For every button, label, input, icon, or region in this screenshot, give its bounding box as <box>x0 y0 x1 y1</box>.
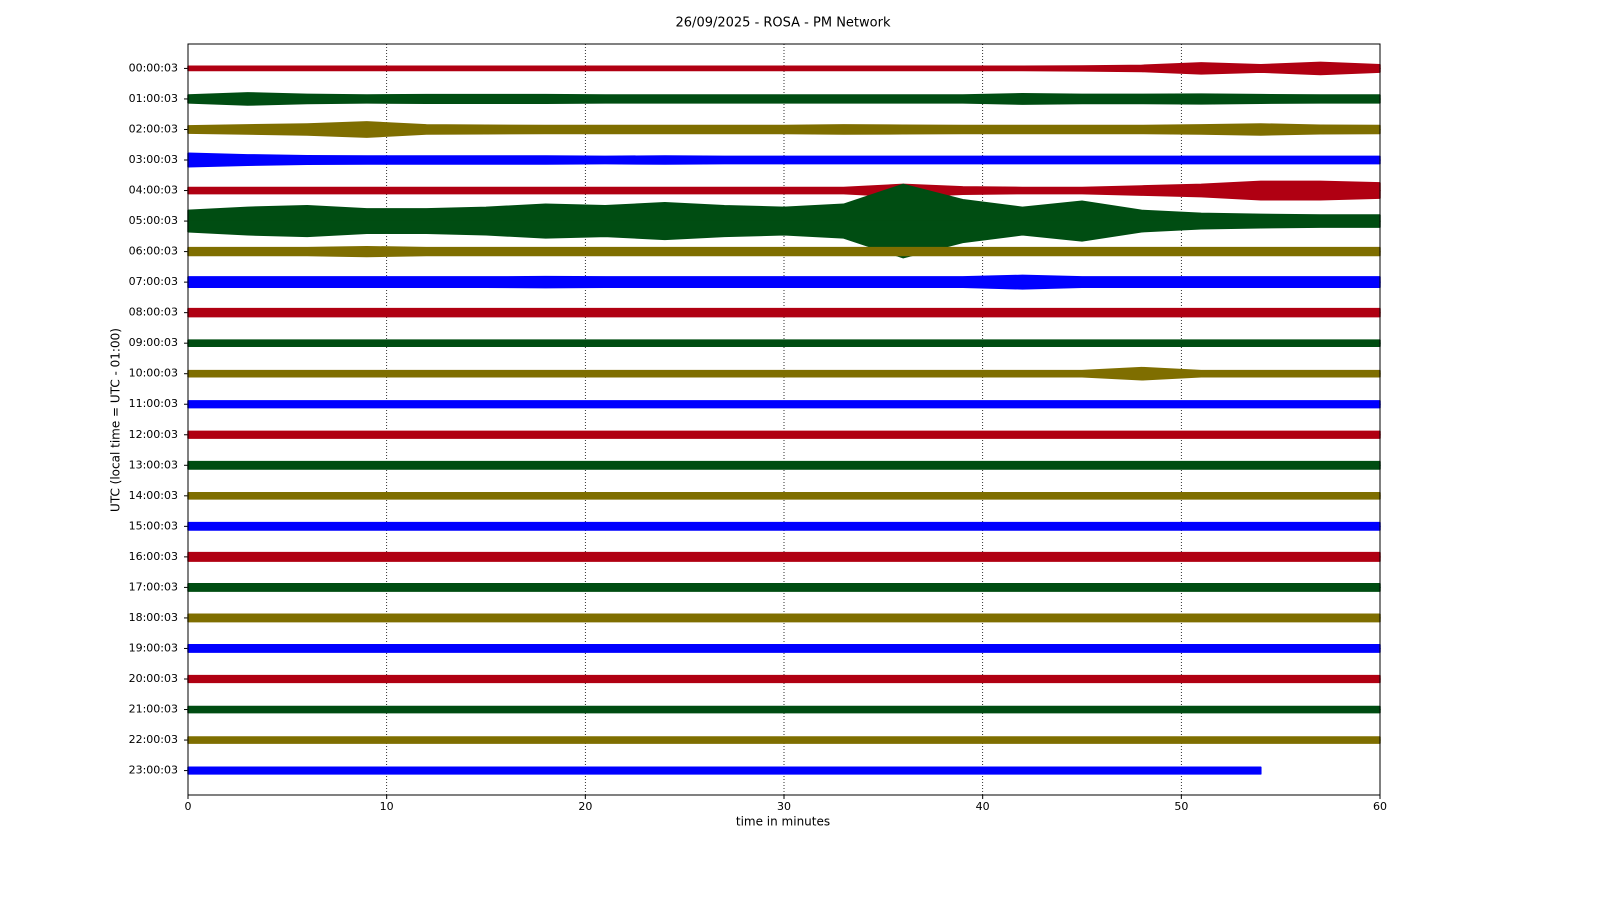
y-tick-label: 20:00:03 <box>129 672 178 685</box>
y-tick-label: 16:00:03 <box>129 550 178 563</box>
x-tick-label: 20 <box>578 800 592 813</box>
trace-upper <box>187 766 1262 772</box>
trace-lower <box>187 708 1381 714</box>
trace-lower <box>187 281 1381 290</box>
trace-lower <box>187 342 1381 347</box>
chart-title: 26/09/2025 - ROSA - PM Network <box>676 16 891 31</box>
trace-upper <box>187 307 1381 314</box>
trace-upper <box>187 736 1381 741</box>
y-tick-label: 22:00:03 <box>129 733 178 746</box>
trace-lower <box>187 586 1381 592</box>
trace-lower <box>187 678 1381 684</box>
trace-upper <box>187 180 1381 192</box>
trace-lower <box>187 67 1381 76</box>
trace-upper <box>187 460 1381 467</box>
trace-lower <box>187 311 1381 318</box>
trace-lower <box>187 403 1381 409</box>
trace-upper <box>187 339 1381 344</box>
trace-upper <box>187 366 1381 375</box>
trace-upper <box>187 613 1381 619</box>
trace-upper <box>187 92 1381 100</box>
y-tick-label: 07:00:03 <box>129 275 178 288</box>
y-tick-label: 00:00:03 <box>129 61 178 74</box>
trace-upper <box>187 644 1381 650</box>
trace-lower <box>187 495 1381 500</box>
trace-lower <box>187 769 1262 775</box>
trace-upper <box>187 400 1381 405</box>
y-tick-label: 05:00:03 <box>129 214 178 227</box>
y-tick-label: 04:00:03 <box>129 184 178 197</box>
y-tick-label: 01:00:03 <box>129 92 178 105</box>
y-tick-label: 13:00:03 <box>129 458 178 471</box>
trace-upper <box>187 61 1381 70</box>
plot-frame <box>187 43 1381 796</box>
x-tick-label: 10 <box>380 800 394 813</box>
trace-lower <box>187 372 1381 381</box>
trace-lower <box>187 556 1381 562</box>
trace-lower <box>187 739 1381 744</box>
trace-lower <box>187 464 1381 470</box>
trace-lower <box>187 525 1381 531</box>
y-tick-label: 09:00:03 <box>129 336 178 349</box>
y-tick-label: 08:00:03 <box>129 306 178 319</box>
trace-lower <box>187 617 1381 623</box>
trace-lower <box>187 250 1381 258</box>
trace-upper <box>187 705 1381 711</box>
y-tick-label: 21:00:03 <box>129 703 178 716</box>
y-axis-label: UTC (local time = UTC - 01:00) <box>109 328 123 512</box>
y-tick-label: 12:00:03 <box>129 428 178 441</box>
trace-lower <box>187 159 1381 168</box>
trace-lower <box>187 220 1381 259</box>
trace-lower <box>187 647 1381 653</box>
y-tick-label: 19:00:03 <box>129 641 178 654</box>
y-tick-label: 03:00:03 <box>129 153 178 166</box>
y-tick-label: 11:00:03 <box>129 397 178 410</box>
x-tick-label: 30 <box>777 800 791 813</box>
trace-lower <box>187 98 1381 106</box>
trace-upper <box>187 582 1381 589</box>
y-tick-label: 02:00:03 <box>129 122 178 135</box>
trace-upper <box>187 492 1381 497</box>
y-tick-label: 10:00:03 <box>129 367 178 380</box>
x-tick-label: 0 <box>185 800 192 813</box>
y-tick-label: 23:00:03 <box>129 764 178 777</box>
trace-lower <box>187 189 1381 201</box>
y-tick-label: 06:00:03 <box>129 245 178 258</box>
x-tick-label: 60 <box>1373 800 1387 813</box>
trace-upper <box>187 551 1381 558</box>
trace-upper <box>187 430 1381 436</box>
trace-upper <box>187 183 1381 222</box>
y-tick-label: 15:00:03 <box>129 519 178 532</box>
y-tick-label: 14:00:03 <box>129 489 178 502</box>
trace-lower <box>187 434 1381 439</box>
y-tick-label: 17:00:03 <box>129 580 178 593</box>
trace-upper <box>187 674 1381 680</box>
y-tick-label: 18:00:03 <box>129 611 178 624</box>
trace-upper <box>187 245 1381 253</box>
x-axis-label: time in minutes <box>736 815 830 829</box>
trace-upper <box>187 521 1381 528</box>
trace-lower <box>187 128 1381 138</box>
trace-upper <box>187 152 1381 161</box>
trace-upper <box>187 274 1381 283</box>
trace-upper <box>187 121 1381 131</box>
x-tick-label: 40 <box>976 800 990 813</box>
x-tick-label: 50 <box>1174 800 1188 813</box>
